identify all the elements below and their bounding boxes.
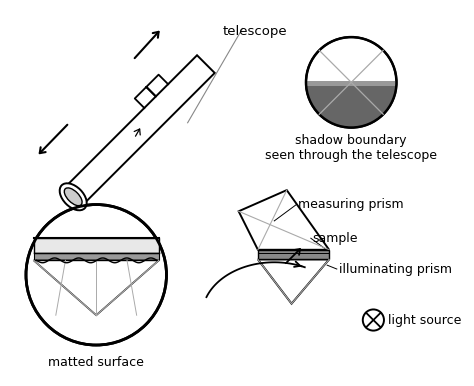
Circle shape [306, 37, 396, 127]
Circle shape [26, 205, 166, 345]
Polygon shape [34, 261, 159, 315]
Polygon shape [258, 250, 329, 259]
Polygon shape [258, 259, 329, 304]
Polygon shape [34, 253, 159, 261]
Text: telescope: telescope [223, 25, 287, 37]
Ellipse shape [60, 183, 87, 210]
Polygon shape [34, 238, 159, 253]
Text: sample: sample [313, 232, 358, 245]
Text: measuring prism: measuring prism [298, 198, 404, 211]
Bar [306, 81, 396, 86]
Polygon shape [238, 190, 329, 250]
Circle shape [363, 310, 384, 330]
Text: illuminating prism: illuminating prism [339, 262, 452, 276]
Text: matted surface: matted surface [48, 356, 144, 369]
Text: shadow boundary
seen through the telescope: shadow boundary seen through the telesco… [265, 134, 437, 162]
Ellipse shape [64, 188, 82, 206]
Wedge shape [306, 82, 396, 127]
Polygon shape [64, 55, 215, 206]
Text: light source: light source [388, 313, 461, 327]
